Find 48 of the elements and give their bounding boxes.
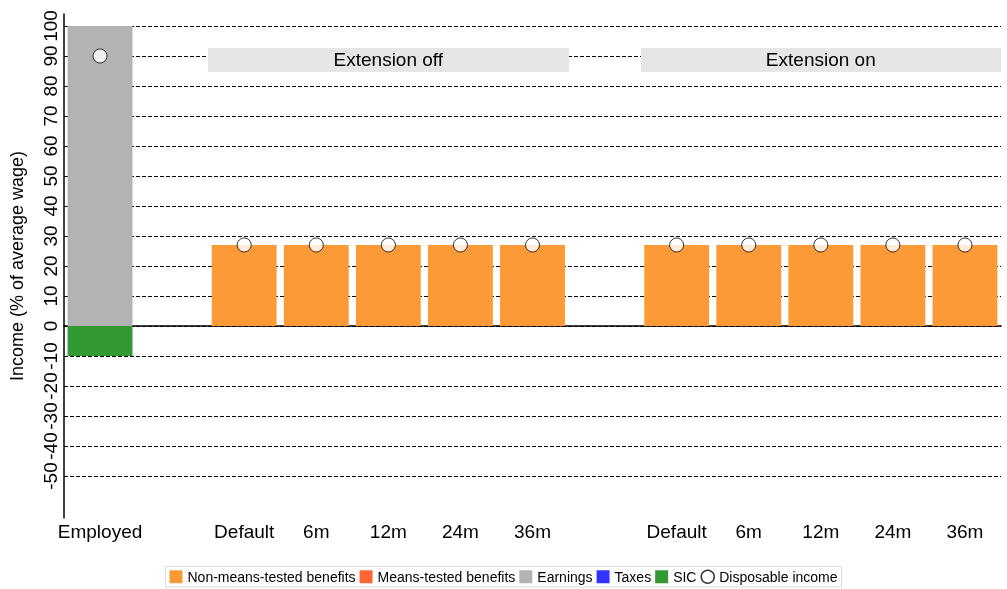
bar [932, 245, 998, 326]
y-tick-label: -10 [40, 342, 61, 370]
y-tick-label: 90 [40, 45, 61, 67]
x-tick-label: Employed [57, 521, 143, 542]
bar [788, 245, 854, 326]
x-tick-label: 36m [946, 521, 984, 542]
bar [211, 245, 277, 326]
legend-label: SIC [673, 568, 697, 585]
x-tick-label: 24m [441, 521, 479, 542]
y-tick-label: 50 [40, 165, 61, 187]
x-tick-label: Default [646, 521, 708, 542]
bar [860, 245, 926, 326]
bar [500, 245, 565, 326]
bar [644, 245, 710, 326]
y-tick-label: 10 [40, 285, 61, 307]
x-tick-label: 24m [874, 521, 912, 542]
y-tick-label: -20 [40, 372, 61, 400]
x-tick-label: 6m [303, 521, 330, 542]
legend-label: Means-tested benefits [377, 568, 516, 585]
bar [355, 245, 421, 326]
y-tick-label: 60 [40, 135, 61, 157]
y-tick-label: 40 [40, 195, 61, 217]
x-tick-label: 6m [735, 521, 762, 542]
y-tick-label: 80 [40, 75, 61, 97]
bar [67, 26, 133, 326]
y-tick-label: -30 [40, 402, 61, 430]
y-tick-label: 100 [40, 10, 61, 42]
legend-label: Earnings [537, 568, 593, 585]
x-tick-label: Default [214, 521, 276, 542]
y-tick-label: -50 [40, 462, 61, 490]
x-tick-label: 12m [369, 521, 407, 542]
y-tick-label: 30 [40, 225, 61, 247]
bar [283, 245, 349, 326]
y-tick-label: 0 [40, 320, 61, 332]
x-tick-label: 36m [514, 521, 551, 542]
y-axis-title: Income (% of average wage) [7, 150, 27, 382]
x-tick-label: 12m [802, 521, 840, 542]
group-header: Extension off [208, 48, 569, 72]
y-tick-label: -40 [40, 432, 61, 460]
bar [716, 245, 782, 326]
legend-label: Non-means-tested benefits [187, 568, 356, 585]
legend-label: Taxes [614, 568, 652, 585]
bar [67, 326, 133, 356]
y-tick-label: 70 [40, 105, 61, 127]
group-header: Extension on [640, 48, 1001, 72]
y-tick-label: 20 [40, 255, 61, 277]
bar [427, 245, 493, 326]
legend-label: Disposable income [719, 568, 838, 585]
